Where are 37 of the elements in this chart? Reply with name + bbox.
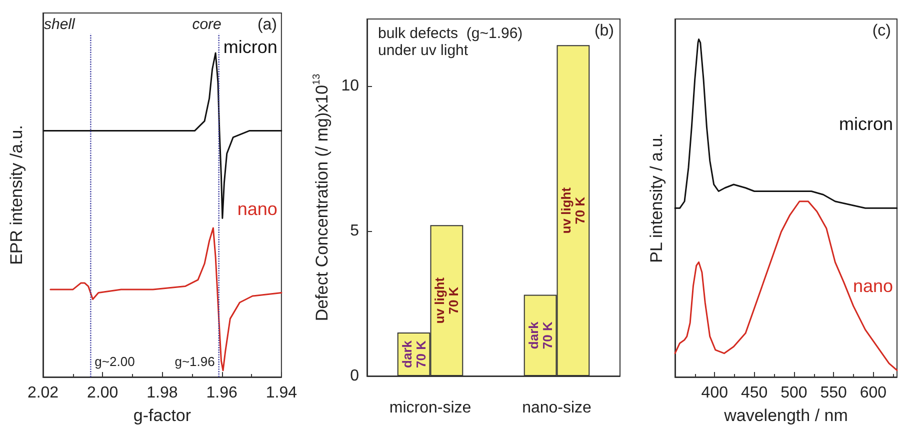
- y-tick-label: 10: [341, 77, 360, 94]
- series-label: nano: [237, 198, 278, 219]
- x-tick-label: 550: [820, 384, 848, 402]
- x-tick-label: 1.94: [266, 384, 298, 402]
- x-tick-label: 500: [780, 384, 808, 402]
- y-tick-label: 0: [350, 368, 360, 384]
- y-tick-label: 5: [350, 222, 360, 240]
- x-tick-label: micron-size: [389, 400, 472, 416]
- annotation: (b): [594, 22, 614, 40]
- x-tick-label: 2.00: [87, 384, 118, 402]
- x-tick-label: 400: [701, 384, 728, 402]
- text: core: [192, 16, 222, 33]
- chart-title: bulk defects (g~1.96): [378, 25, 523, 42]
- annotation: (c): [872, 22, 891, 40]
- text: (a): [257, 16, 278, 34]
- series-label: nano: [852, 276, 893, 296]
- ref-line-label: g~1.96: [174, 354, 215, 369]
- ref-line-label: g~2.00: [94, 354, 135, 369]
- series-label: dark 70 K: [526, 320, 555, 350]
- y-axis-title: PL intensity / a.u.: [647, 133, 666, 263]
- x-tick-label: 450: [740, 384, 768, 402]
- series-label: uv light 70 K: [558, 186, 588, 234]
- x-tick-label: nano-size: [522, 400, 592, 416]
- x-tick-label: 1.98: [146, 384, 178, 402]
- text: dark 70 K: [399, 340, 428, 368]
- x-axis-title: g-factor: [133, 406, 192, 425]
- text: shell: [44, 16, 76, 33]
- x-tick-label: 600: [860, 384, 887, 402]
- x-tick-label: 2.02: [27, 384, 59, 402]
- x-axis-title: wavelength / nm: [723, 406, 848, 425]
- x-tick-label: 1.96: [206, 384, 238, 402]
- text: micron: [838, 114, 893, 134]
- text: uv light 70 K: [432, 277, 462, 324]
- y-axis-title: Defect Concentration (/ mg)x1013: [311, 73, 332, 322]
- series-label: micron: [223, 36, 278, 57]
- text: under uv light: [378, 42, 469, 59]
- y-axis-title: EPR intensity /a.u.: [7, 125, 26, 265]
